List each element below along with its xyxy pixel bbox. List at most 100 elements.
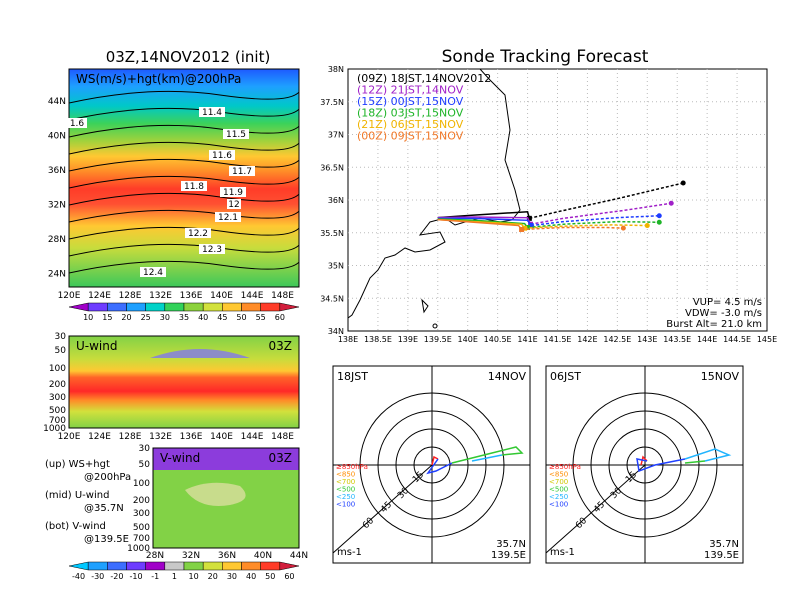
track-y-tick: 35.5N: [320, 229, 344, 238]
hodograph-trace: [451, 446, 524, 464]
wind-colorbar: -40 -30 -20 -10 -1 1 10 20 30 40 50 60: [68, 561, 300, 581]
vwind-label: V-wind: [160, 451, 200, 465]
uwind-p-label: 200: [49, 380, 66, 390]
wind-colorbar-swatch: [202, 561, 223, 571]
track-burst-point: [519, 226, 525, 232]
track-descent-line: [530, 202, 672, 225]
vwind-p-label: 200: [133, 496, 150, 506]
map-lat-label: 36N: [48, 166, 66, 176]
wind-colorbar-tick: 10: [188, 572, 198, 581]
wind-colorbar-tick: -10: [130, 572, 143, 581]
wind-colorbar-tick: -1: [151, 572, 159, 581]
track-legend-entry: (09Z) 18JST,14NOV2012: [357, 72, 491, 85]
track-burst-point: [528, 223, 534, 229]
contour-label-bg: [215, 212, 241, 222]
contour-label-bg: [67, 118, 87, 128]
height-contours: [69, 90, 299, 274]
contour-label-bg: [229, 166, 255, 176]
island-path-2: [432, 323, 438, 329]
ws-colorbar-tick: 20: [121, 313, 131, 322]
uwind-lon-labels: 120E 124E 128E 132E 136E 140E 144E 148E: [58, 432, 295, 442]
contour-label: 11.4: [202, 108, 222, 118]
hodograph-diag: [332, 464, 433, 554]
vwind-p-label: 700: [133, 534, 150, 544]
track-ascent-line: [437, 217, 532, 226]
ws-map-frame: [68, 68, 300, 288]
panel-note-sub: @139.5E: [84, 534, 129, 545]
hodograph-unit: ms-1: [550, 547, 575, 558]
uwind-time: 03Z: [269, 339, 293, 353]
uwind-lon-label: 148E: [271, 432, 294, 442]
hodograph-trace: [471, 454, 503, 462]
wind-colorbar-tick: 60: [284, 572, 294, 581]
ws-map-label: WS(m/s)+hgt(km)@200hPa: [76, 72, 241, 86]
hodograph-level-label: <850: [336, 471, 355, 479]
vwind-p-label: 300: [133, 509, 150, 519]
vwind-light-region: [185, 482, 246, 506]
track-x-tick: 145E: [757, 335, 777, 344]
ws-colorbar-swatch: [145, 302, 166, 312]
ws-colorbar-swatch: [87, 302, 108, 312]
wind-colorbar-tick: 30: [227, 572, 237, 581]
vwind-p-label: 30: [139, 444, 151, 454]
ws-colorbar-swatch: [107, 302, 127, 312]
ws-colorbar-tick: 50: [236, 313, 246, 322]
hodograph-lat: 35.7N: [709, 539, 739, 550]
wind-colorbar-tick: -40: [72, 572, 85, 581]
track-x-tick: 140E: [458, 335, 478, 344]
ws-colorbar-tick: 45: [217, 313, 227, 322]
track-descent-line: [524, 224, 648, 229]
wind-colorbar-tick: 1: [172, 572, 177, 581]
uwind-negative-region: [150, 349, 250, 358]
contour-label-bg: [199, 244, 225, 254]
track-x-tick: 139.5E: [424, 335, 452, 344]
ws-colorbar-tick: 35: [179, 313, 189, 322]
hodograph-trace: [684, 460, 706, 464]
coastline-path: [348, 69, 521, 319]
track-series: [437, 180, 686, 232]
vwind-lat-label: 28N: [146, 551, 164, 561]
hodograph-trace: [684, 448, 732, 462]
ws-map-lat-labels: 44N 40N 36N 32N 28N 24N: [48, 97, 66, 280]
track-burst-point: [526, 215, 532, 221]
left-title: 03Z,14NOV2012 (init): [106, 48, 271, 66]
wind-colorbar-swatch: [107, 561, 127, 571]
map-lon-label: 144E: [241, 291, 264, 301]
uwind-lon-label: 136E: [180, 432, 203, 442]
contour-label: 11.6: [212, 151, 232, 161]
wind-colorbar-swatch: [241, 561, 261, 571]
height-contour-line: [69, 141, 299, 155]
height-contour-line: [69, 226, 299, 240]
track-x-tick: 144E: [697, 335, 717, 344]
track-y-tick: 35N: [328, 262, 344, 271]
hodograph-diag: [545, 464, 646, 554]
track-x-tick: 139E: [398, 335, 418, 344]
uwind-lon-label: 124E: [88, 432, 111, 442]
map-lon-label: 136E: [180, 291, 203, 301]
contour-label: 11.7: [232, 167, 252, 177]
contour-label-bg: [220, 187, 246, 197]
wind-colorbar-swatch: [260, 561, 281, 571]
contour-label: 12: [228, 200, 239, 210]
map-lon-label: 132E: [149, 291, 172, 301]
vwind-lat-label: 40N: [254, 551, 272, 561]
vwind-p-label: 1000: [127, 544, 150, 554]
track-y-tick: 37N: [328, 131, 344, 140]
map-lat-label: 28N: [48, 235, 66, 245]
track-landing-point: [680, 180, 686, 186]
tracking-chart: (09Z) 18JST,14NOV2012(12Z) 21JST,14NOV(1…: [320, 65, 777, 344]
ws-colorbar-tick: 55: [256, 313, 266, 322]
track-series-5: [437, 218, 626, 232]
map-lon-label: 140E: [210, 291, 233, 301]
right-title: Sonde Tracking Forecast: [442, 47, 649, 67]
track-legend-entry: (00Z) 09JST,15NOV: [357, 130, 464, 143]
track-descent-line: [521, 226, 624, 231]
uwind-p-label: 300: [49, 393, 66, 403]
track-ascent-line: [437, 216, 532, 225]
track-x-tick: 140.5E: [484, 335, 512, 344]
